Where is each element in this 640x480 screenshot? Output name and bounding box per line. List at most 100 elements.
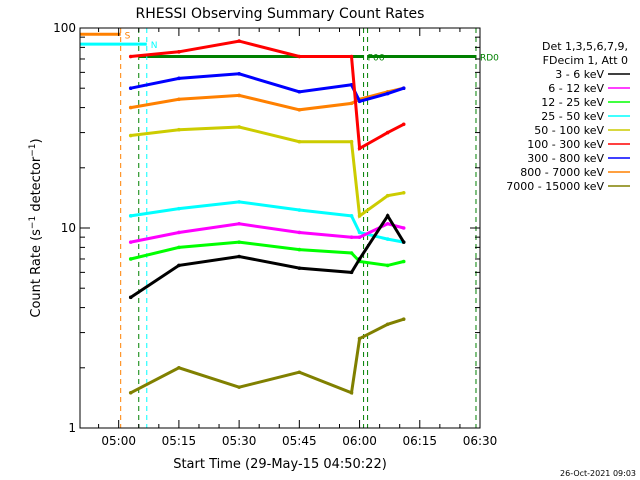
state-label-1: N bbox=[151, 41, 158, 51]
legend-header-1: Det 1,3,5,6,7,9, bbox=[542, 40, 628, 53]
series-0-point-2 bbox=[237, 254, 241, 259]
series-3-point-0 bbox=[128, 214, 133, 218]
data-layer: S N RD0 P06 bbox=[80, 28, 499, 428]
series-line-7 bbox=[130, 86, 405, 112]
x-tick-label-4: 06:00 bbox=[342, 434, 377, 448]
series-line-5 bbox=[130, 39, 405, 151]
series-0-point-1 bbox=[177, 263, 181, 268]
series-3-point-4 bbox=[349, 214, 354, 218]
series-5-point-4 bbox=[349, 54, 354, 59]
legend-label-6: 300 - 800 keV bbox=[527, 152, 604, 165]
x-tick-label-6: 06:30 bbox=[463, 434, 498, 448]
legend-label-2: 12 - 25 keV bbox=[541, 96, 604, 109]
legend-label-5: 100 - 300 keV bbox=[527, 138, 604, 151]
x-tick-label-5: 06:15 bbox=[402, 434, 437, 448]
series-4-point-1 bbox=[177, 127, 181, 132]
series-8-point-5 bbox=[357, 336, 362, 341]
series-5-point-2 bbox=[237, 39, 241, 43]
series-8-point-7 bbox=[401, 317, 406, 321]
legend-label-4: 50 - 100 keV bbox=[534, 124, 604, 137]
series-5-point-1 bbox=[177, 50, 181, 54]
series-3-point-5 bbox=[357, 230, 362, 235]
series-4-point-3 bbox=[297, 139, 302, 144]
series-7-point-3 bbox=[297, 107, 302, 112]
series-line-1 bbox=[130, 222, 405, 244]
series-line-3 bbox=[130, 200, 404, 244]
x-tick-label-1: 05:15 bbox=[162, 434, 197, 448]
legend-header-2: FDecim 1, Att 0 bbox=[543, 54, 628, 67]
series-1-point-0 bbox=[128, 240, 133, 244]
series-6-point-7 bbox=[401, 86, 406, 91]
series-8-point-4 bbox=[349, 390, 354, 395]
series-3-point-6 bbox=[385, 237, 390, 241]
series-2-point-7 bbox=[401, 259, 406, 264]
x-tick-label-3: 05:45 bbox=[282, 434, 317, 448]
series-0-point-4 bbox=[349, 270, 354, 275]
y-tick-label-2: 100 bbox=[53, 21, 76, 35]
state-label-3: P06 bbox=[368, 54, 385, 64]
series-0-point-6 bbox=[385, 214, 390, 218]
x-axis-label: Start Time (29-May-15 04:50:22) bbox=[173, 457, 387, 472]
timestamp-label: 26-Oct-2021 09:03 bbox=[560, 469, 636, 478]
series-2-point-4 bbox=[349, 251, 354, 255]
series-8-point-0 bbox=[128, 390, 133, 395]
series-8-point-6 bbox=[385, 322, 390, 327]
series-5-point-6 bbox=[385, 130, 390, 135]
series-1-point-3 bbox=[297, 230, 302, 235]
series-4-point-2 bbox=[237, 125, 241, 129]
series-4-point-7 bbox=[401, 190, 406, 195]
legend-label-8: 7000 - 15000 keV bbox=[506, 180, 604, 193]
series-3-point-2 bbox=[237, 200, 241, 204]
series-7-point-4 bbox=[349, 101, 354, 106]
series-3-point-1 bbox=[177, 206, 181, 211]
series-1-point-4 bbox=[349, 235, 354, 239]
series-1-point-1 bbox=[177, 230, 181, 235]
series-4-point-6 bbox=[385, 193, 390, 198]
series-6-point-3 bbox=[297, 89, 302, 94]
series-8-point-3 bbox=[297, 370, 302, 375]
series-7-point-1 bbox=[177, 97, 181, 102]
state-label-2: RD0 bbox=[480, 54, 499, 64]
series-0-point-0 bbox=[128, 295, 133, 300]
series-3-point-3 bbox=[297, 208, 302, 212]
series-2-point-1 bbox=[177, 245, 181, 250]
x-axis: 05:00 05:15 05:30 05:45 06:00 06:15 06:30 bbox=[98, 28, 498, 448]
series-6-point-1 bbox=[177, 76, 181, 81]
series-6-point-2 bbox=[237, 72, 241, 76]
series-2-point-0 bbox=[128, 257, 133, 261]
series-2-point-6 bbox=[385, 263, 390, 268]
y-tick-label-1: 10 bbox=[61, 221, 76, 235]
series-0-point-5 bbox=[357, 257, 362, 261]
series-1-point-6 bbox=[385, 221, 390, 226]
legend-label-3: 25 - 50 keV bbox=[541, 110, 604, 123]
series-4-point-0 bbox=[128, 133, 133, 138]
series-1-point-5 bbox=[357, 235, 362, 239]
legend-label-7: 800 - 7000 keV bbox=[520, 166, 604, 179]
series-line-0 bbox=[129, 213, 405, 299]
series-line-8 bbox=[130, 317, 405, 395]
plot-frame bbox=[79, 27, 481, 429]
x-tick-label-0: 05:00 bbox=[101, 434, 136, 448]
y-axis-label: Count Rate (s−1 detector−1) bbox=[28, 138, 44, 317]
series-8-point-2 bbox=[237, 385, 241, 389]
series-0-point-3 bbox=[297, 266, 302, 270]
series-4-point-5 bbox=[357, 214, 362, 218]
series-6-point-6 bbox=[385, 91, 390, 96]
series-6-point-0 bbox=[128, 86, 133, 91]
series-8-point-1 bbox=[177, 365, 181, 370]
series-2-point-3 bbox=[297, 247, 302, 252]
series-5-point-7 bbox=[401, 122, 406, 127]
series-line-6 bbox=[130, 72, 405, 104]
x-tick-label-2: 05:30 bbox=[222, 434, 257, 448]
chart-title: RHESSI Observing Summary Count Rates bbox=[136, 6, 425, 22]
series-5-point-5 bbox=[357, 146, 362, 151]
series-7-point-2 bbox=[237, 93, 241, 98]
legend-label-0: 3 - 6 keV bbox=[555, 68, 604, 81]
series-5-point-0 bbox=[128, 54, 133, 59]
series-1-point-7 bbox=[401, 226, 406, 230]
y-tick-label-0: 1 bbox=[68, 421, 76, 435]
y-axis: 1 10 100 bbox=[53, 21, 480, 435]
series-0-point-7 bbox=[401, 240, 406, 244]
state-label-0: S bbox=[125, 31, 131, 41]
